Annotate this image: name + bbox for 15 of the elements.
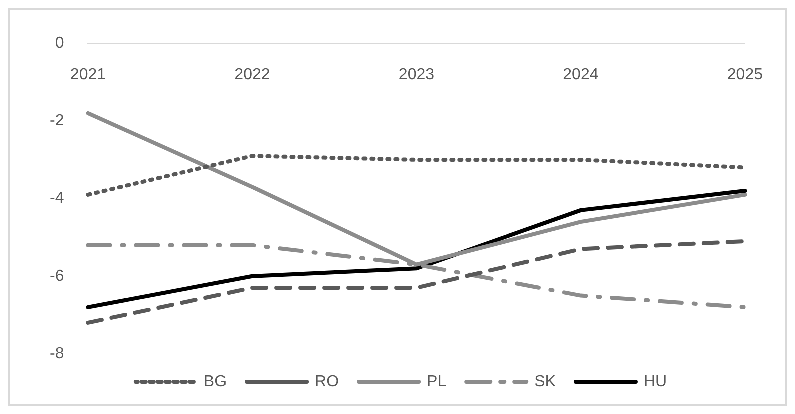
legend-label: BG <box>204 373 228 390</box>
y-tick-label: -2 <box>50 112 64 130</box>
legend-label: HU <box>644 373 668 390</box>
x-tick-label: 2025 <box>727 66 764 84</box>
x-tick-label: 2021 <box>70 66 106 84</box>
x-tick-label: 2022 <box>234 66 270 84</box>
legend-label: SK <box>534 373 556 390</box>
y-tick-label: -6 <box>50 268 64 285</box>
legend-label: RO <box>315 373 340 390</box>
x-tick-label: 2023 <box>398 66 435 84</box>
y-tick-label: -8 <box>50 345 64 362</box>
y-tick-label: 0 <box>55 35 64 52</box>
y-tick-label: -4 <box>50 190 64 208</box>
legend-label: PL <box>427 373 447 390</box>
x-tick-label: 2024 <box>563 66 599 84</box>
